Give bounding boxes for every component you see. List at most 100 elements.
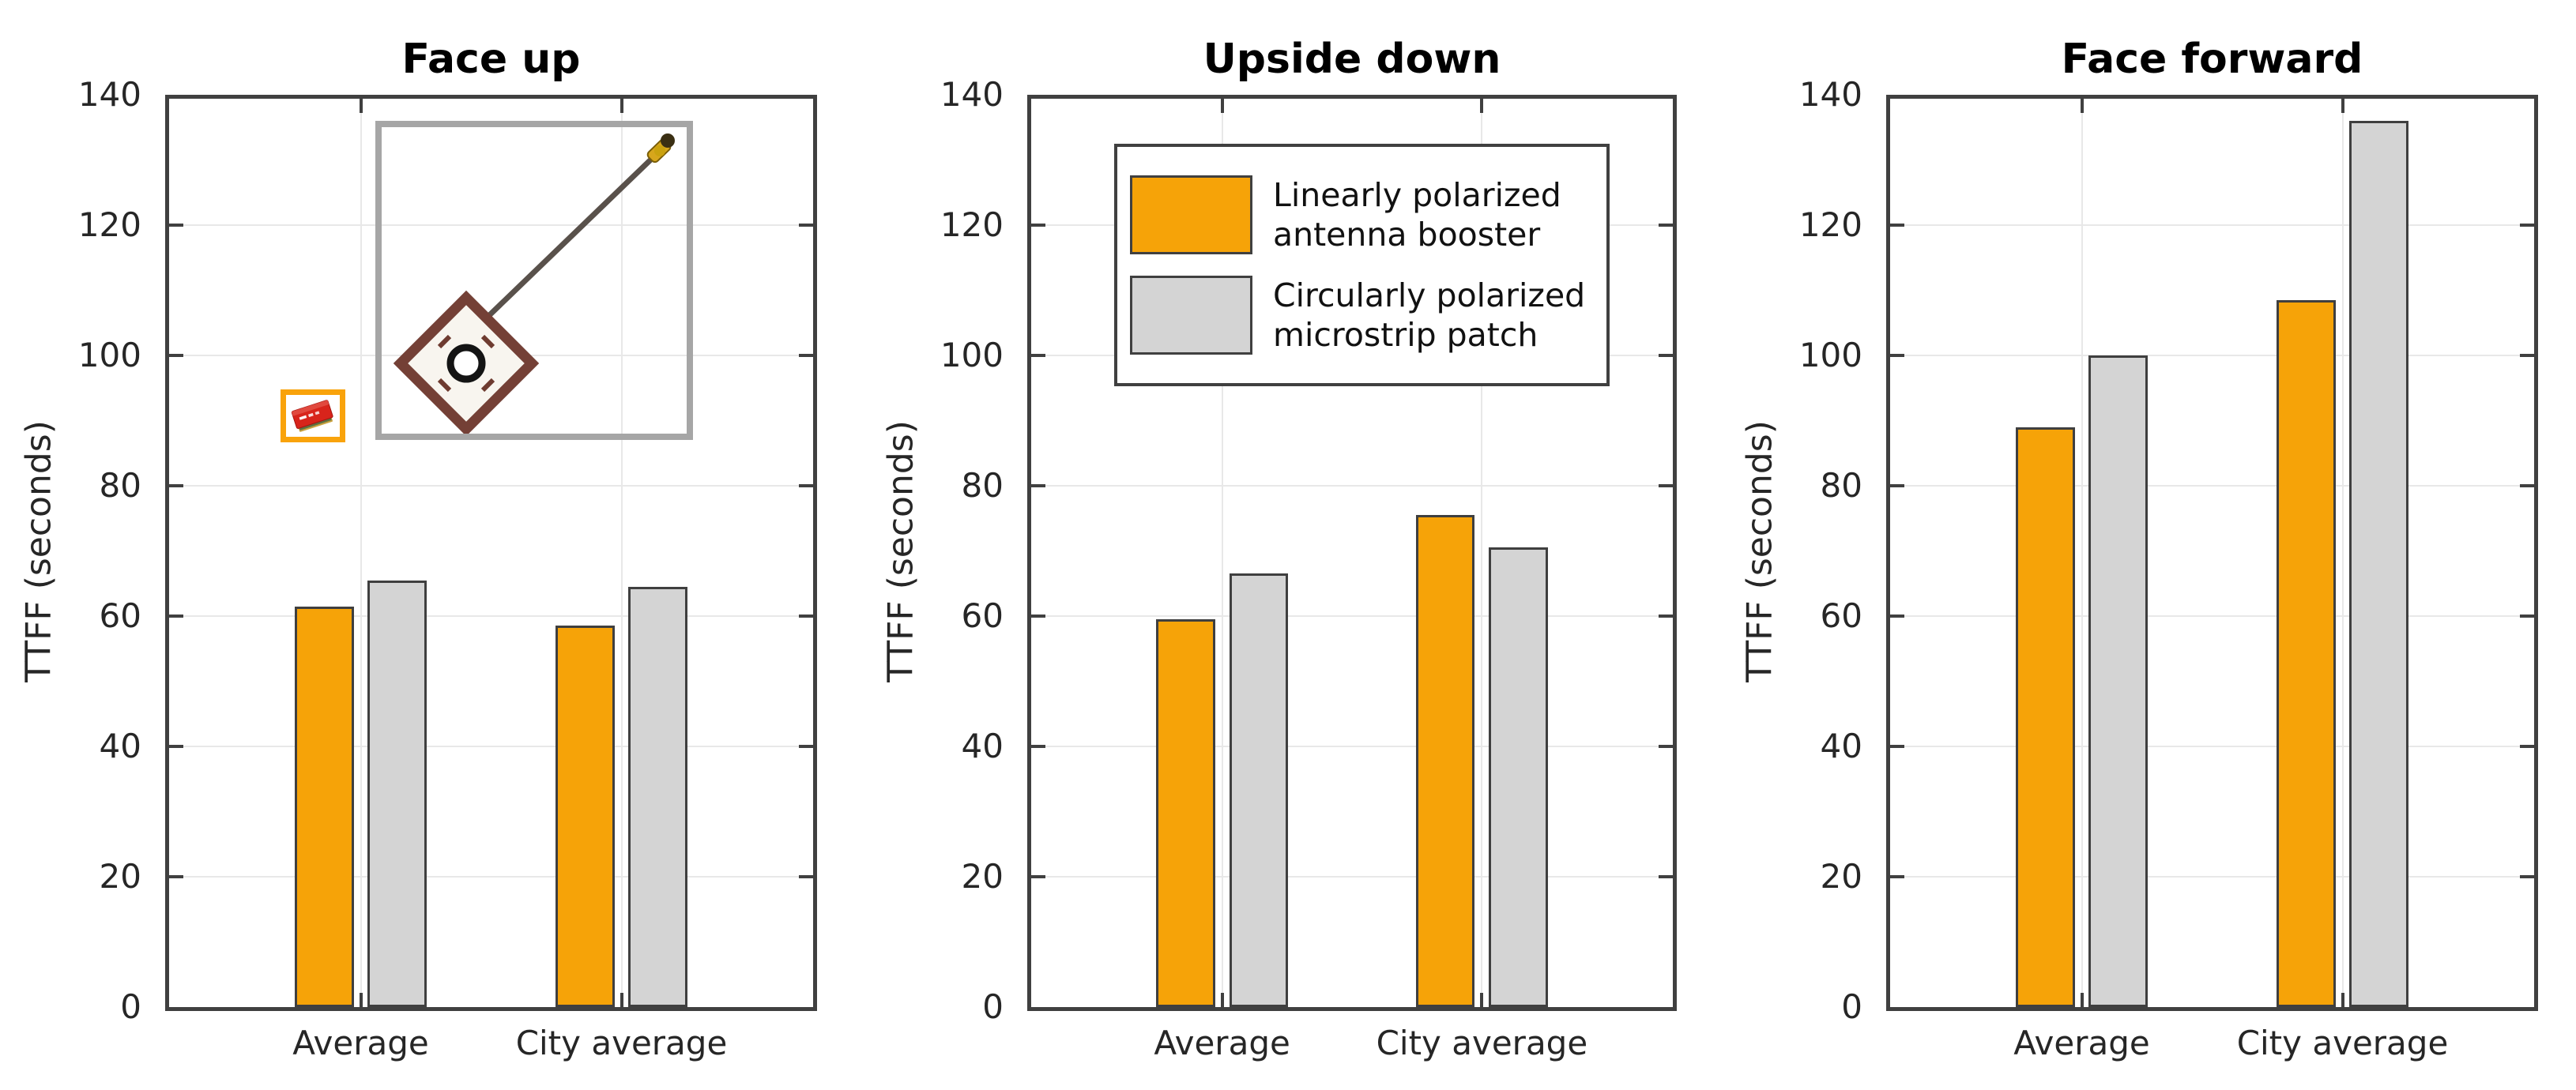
antenna-booster-chip-illustration xyxy=(291,400,333,432)
y-tick-label-20-upside-down: 20 xyxy=(961,857,1004,896)
x-tick-top-average-face-up xyxy=(359,99,363,113)
y-tick-label-80-face-up: 80 xyxy=(99,466,141,505)
gridline-x-city-average-face-forward xyxy=(2341,99,2344,1003)
gridline-x-average-upside-down xyxy=(1221,99,1223,1003)
x-tick-bottom-city-average-face-forward xyxy=(2341,993,2344,1007)
gridline-y100-face-forward xyxy=(1890,355,2534,356)
bar-linearly-city-average-face-forward xyxy=(2276,299,2336,1007)
gridline-y120-face-forward xyxy=(1890,224,2534,226)
bar-linearly-average-face-up xyxy=(294,606,354,1007)
gridline-y40-face-up xyxy=(169,746,813,747)
y-axis-title-face-up: TTFF (seconds) xyxy=(18,419,59,682)
gridline-y20-face-forward xyxy=(1890,876,2534,878)
y-tick-right-40-face-forward xyxy=(2520,745,2534,748)
plot-area-face-up xyxy=(165,95,817,1011)
y-tick-label-0-upside-down: 0 xyxy=(982,987,1004,1026)
y-tick-right-120-face-forward xyxy=(2520,224,2534,227)
bar-circularly-average-face-up xyxy=(367,580,427,1007)
y-tick-label-20-face-forward: 20 xyxy=(1820,857,1862,896)
y-tick-left-40-face-up xyxy=(169,745,183,748)
y-tick-left-40-upside-down xyxy=(1031,745,1045,748)
legend-label-line1: Circularly polarized xyxy=(1273,276,1586,315)
y-tick-right-80-face-forward xyxy=(2520,484,2534,487)
y-tick-left-120-face-up xyxy=(169,224,183,227)
y-tick-right-40-upside-down xyxy=(1659,745,1673,748)
gridline-y20-upside-down xyxy=(1031,876,1673,878)
gridline-x-city-average-face-up xyxy=(620,99,623,1003)
bar-circularly-average-face-forward xyxy=(2088,355,2149,1007)
gridline-y120-face-up xyxy=(169,224,813,226)
y-tick-right-20-face-up xyxy=(799,875,813,878)
gridline-y60-upside-down xyxy=(1031,615,1673,617)
y-tick-left-100-face-up xyxy=(169,354,183,357)
y-tick-right-60-face-up xyxy=(799,615,813,618)
y-tick-left-60-upside-down xyxy=(1031,615,1045,618)
y-tick-label-140-face-forward: 140 xyxy=(1798,75,1862,114)
patch-antenna-photo-inset xyxy=(375,121,693,440)
y-tick-label-100-face-up: 100 xyxy=(77,336,141,374)
bar-linearly-city-average-face-up xyxy=(555,626,615,1007)
x-category-label-average-face-forward: Average xyxy=(2013,1024,2150,1062)
x-category-label-average-face-up: Average xyxy=(292,1024,429,1062)
y-axis-title-face-forward: TTFF (seconds) xyxy=(1739,419,1780,682)
legend-label-line2: antenna booster xyxy=(1273,215,1541,254)
y-tick-right-80-face-up xyxy=(799,484,813,487)
smd-chip-icon xyxy=(291,400,333,432)
y-tick-left-20-face-forward xyxy=(1890,875,1904,878)
y-tick-right-100-face-forward xyxy=(2520,354,2534,357)
antenna-booster-chip-photo-inset xyxy=(281,389,345,442)
x-tick-bottom-average-face-forward xyxy=(2080,993,2084,1007)
y-tick-label-60-face-forward: 60 xyxy=(1820,596,1862,635)
gridline-y80-face-forward xyxy=(1890,485,2534,487)
legend-label-circular: Circularly polarized microstrip patch xyxy=(1273,276,1585,355)
legend-swatch-gray xyxy=(1130,276,1252,355)
bar-linearly-city-average-upside-down xyxy=(1415,515,1475,1007)
y-tick-label-60-face-up: 60 xyxy=(99,596,141,635)
x-tick-top-average-face-forward xyxy=(2080,99,2084,113)
y-tick-left-20-face-up xyxy=(169,875,183,878)
x-tick-top-city-average-face-forward xyxy=(2341,99,2344,113)
legend-entry-microstrip-patch: Circularly polarized microstrip patch xyxy=(1130,276,1594,355)
y-tick-label-0-face-up: 0 xyxy=(120,987,141,1026)
bar-linearly-average-face-forward xyxy=(2015,427,2075,1007)
legend-label-line1: Linearly polarized xyxy=(1273,175,1561,214)
y-tick-left-20-upside-down xyxy=(1031,875,1045,878)
y-axis-title-upside-down: TTFF (seconds) xyxy=(880,419,921,682)
legend-entry-antenna-booster: Linearly polarized antenna booster xyxy=(1130,175,1594,254)
y-tick-left-100-face-forward xyxy=(1890,354,1904,357)
y-tick-left-60-face-forward xyxy=(1890,615,1904,618)
gridline-y60-face-up xyxy=(169,615,813,617)
y-tick-label-40-upside-down: 40 xyxy=(961,727,1004,765)
y-tick-label-80-upside-down: 80 xyxy=(961,466,1004,505)
bar-circularly-average-upside-down xyxy=(1229,573,1289,1007)
gridline-y40-face-forward xyxy=(1890,746,2534,747)
y-tick-label-60-upside-down: 60 xyxy=(961,596,1004,635)
y-tick-label-40-face-forward: 40 xyxy=(1820,727,1862,765)
gridline-y40-upside-down xyxy=(1031,746,1673,747)
gridline-x-average-face-up xyxy=(360,99,362,1003)
y-tick-left-100-upside-down xyxy=(1031,354,1045,357)
x-tick-bottom-average-face-up xyxy=(359,993,363,1007)
gridline-x-city-average-upside-down xyxy=(1481,99,1483,1003)
subplot-title-face-up: Face up xyxy=(401,36,581,83)
y-tick-left-120-upside-down xyxy=(1031,224,1045,227)
y-tick-right-120-upside-down xyxy=(1659,224,1673,227)
gridline-y80-face-up xyxy=(169,485,813,487)
y-tick-right-100-face-up xyxy=(799,354,813,357)
y-tick-right-100-upside-down xyxy=(1659,354,1673,357)
y-tick-label-20-face-up: 20 xyxy=(99,857,141,896)
y-tick-label-80-face-forward: 80 xyxy=(1820,466,1862,505)
y-tick-left-40-face-forward xyxy=(1890,745,1904,748)
bar-circularly-city-average-face-up xyxy=(628,586,688,1007)
x-category-label-city-average-upside-down: City average xyxy=(1376,1024,1588,1062)
gridline-y20-face-up xyxy=(169,876,813,878)
y-tick-left-80-face-forward xyxy=(1890,484,1904,487)
y-tick-label-100-face-forward: 100 xyxy=(1798,336,1862,374)
subplot-title-upside-down: Upside down xyxy=(1203,36,1501,83)
y-tick-label-140-upside-down: 140 xyxy=(940,75,1004,114)
y-tick-label-0-face-forward: 0 xyxy=(1841,987,1862,1026)
legend-swatch-orange xyxy=(1130,175,1252,254)
x-category-label-city-average-face-forward: City average xyxy=(2236,1024,2449,1062)
bar-linearly-average-upside-down xyxy=(1155,619,1215,1007)
